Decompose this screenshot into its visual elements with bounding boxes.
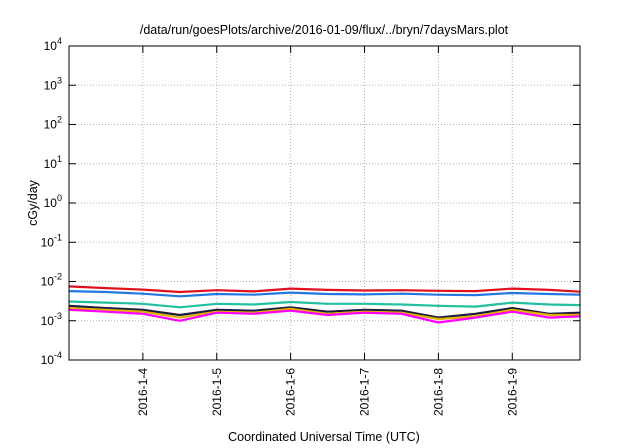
x-axis: 2016-1-4 2016-1-5 2016-1-6 2016-1-7 2016-1-8… (136, 46, 519, 416)
y-axis-label: cGy/day (26, 179, 40, 226)
series-group (68, 285, 581, 324)
x-tick-label: 2016-1-4 (136, 368, 150, 416)
y-tick-label: 104 (44, 36, 62, 53)
series-line-3 (68, 300, 581, 309)
y-axis: 104 103 102 101 100 10-1 10-2 10-3 10-4 (41, 36, 580, 367)
series-line-1 (68, 285, 581, 294)
y-tick-label: 10-2 (41, 272, 62, 289)
series-line-5 (68, 307, 580, 321)
x-axis-label: Coordinated Universal Time (UTC) (228, 430, 420, 444)
x-tick-label: 2016-1-9 (505, 368, 519, 416)
series-line-4 (68, 304, 581, 319)
x-tick-label: 2016-1-8 (431, 368, 445, 416)
y-tick-label: 101 (44, 154, 62, 171)
chart-title: /data/run/goesPlots/archive/2016-01-09/f… (140, 23, 509, 37)
y-tick-label: 102 (44, 115, 62, 132)
y-tick-label: 10-4 (41, 350, 62, 367)
series-line-6 (68, 308, 581, 324)
y-tick-label: 10-1 (41, 232, 62, 249)
x-tick-label: 2016-1-6 (284, 368, 298, 416)
x-tick-label: 2016-1-7 (358, 368, 372, 416)
y-tick-label: 100 (44, 193, 62, 210)
x-tick-label: 2016-1-5 (210, 368, 224, 416)
y-tick-label: 10-3 (41, 311, 62, 328)
y-tick-label: 103 (44, 75, 62, 92)
series-line-2 (68, 290, 581, 298)
